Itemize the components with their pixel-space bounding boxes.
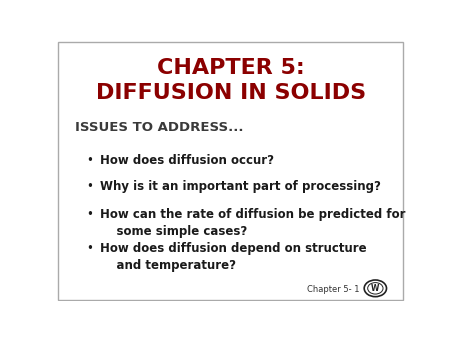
Text: •: •	[86, 208, 93, 221]
Text: How does diffusion depend on structure
    and temperature?: How does diffusion depend on structure a…	[100, 242, 366, 272]
Text: Why is it an important part of processing?: Why is it an important part of processin…	[100, 180, 381, 193]
Text: ISSUES TO ADDRESS...: ISSUES TO ADDRESS...	[76, 121, 244, 134]
Text: W: W	[371, 284, 379, 293]
Text: CHAPTER 5:: CHAPTER 5:	[157, 58, 305, 78]
Text: •: •	[86, 242, 93, 255]
Text: •: •	[86, 154, 93, 167]
Text: •: •	[86, 180, 93, 193]
FancyBboxPatch shape	[58, 42, 403, 299]
Text: Chapter 5- 1: Chapter 5- 1	[307, 285, 360, 293]
Text: How can the rate of diffusion be predicted for
    some simple cases?: How can the rate of diffusion be predict…	[100, 208, 405, 238]
Text: How does diffusion occur?: How does diffusion occur?	[100, 154, 274, 167]
Text: DIFFUSION IN SOLIDS: DIFFUSION IN SOLIDS	[95, 82, 366, 103]
